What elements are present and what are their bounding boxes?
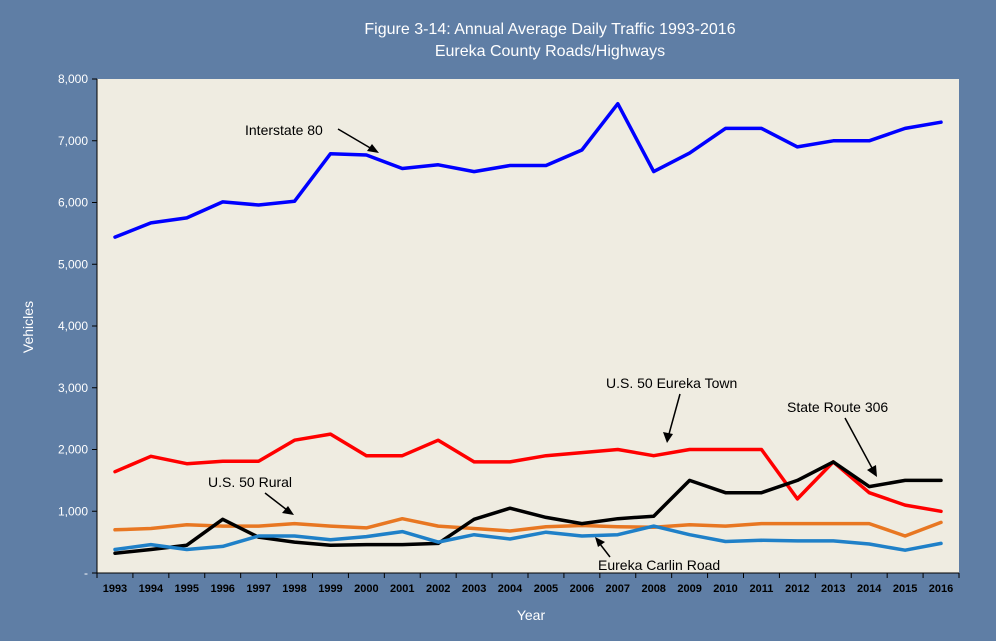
x-tick-label: 2007 xyxy=(606,583,630,595)
x-tick-label: 2001 xyxy=(390,583,414,595)
y-tick-label: 3,000 xyxy=(58,381,88,395)
x-tick-label: 2012 xyxy=(785,583,809,595)
x-tick-label: 2005 xyxy=(534,583,558,595)
x-tick-label: 2009 xyxy=(677,583,701,595)
y-tick-labels: - 1,000 2,000 3,000 4,000 5,000 6,000 7,000 8,00… xyxy=(58,72,88,580)
x-tick-label: 1993 xyxy=(103,583,127,595)
x-axis-title: Year xyxy=(517,607,546,623)
chart-title: Figure 3-14: Annual Average Daily Traffi… xyxy=(364,21,735,38)
x-tick-label: 2010 xyxy=(713,583,737,595)
x-tick-label: 2000 xyxy=(354,583,378,595)
x-tick-label: 2016 xyxy=(929,583,953,595)
x-tick-label: 2004 xyxy=(498,583,523,595)
y-axis xyxy=(92,78,98,574)
y-tick-label: 2,000 xyxy=(58,443,88,457)
y-tick-label: - xyxy=(84,566,88,580)
x-tick-label: 2011 xyxy=(750,583,774,595)
y-tick-label: 1,000 xyxy=(58,504,88,518)
annotation-eureka-carlin-road: Eureka Carlin Road xyxy=(598,557,720,573)
x-tick-label: 2013 xyxy=(821,583,845,595)
series-line-state-route-306 xyxy=(113,460,943,555)
plot-area xyxy=(97,79,959,573)
x-tick-label: 1997 xyxy=(246,583,270,595)
x-tick-labels: 1993 1994 1995 1996 1997 1998 1999 2000 2001 2002… xyxy=(103,583,954,595)
y-tick-label: 4,000 xyxy=(58,319,88,333)
y-tick-label: 8,000 xyxy=(58,72,88,86)
annotations: Interstate 80 U.S. 50 Eureka Town State … xyxy=(208,122,888,573)
x-axis xyxy=(96,572,960,578)
chart-subtitle: Eureka County Roads/Highways xyxy=(435,43,665,60)
x-tick-label: 2014 xyxy=(857,583,882,595)
annotation-state-route-306: State Route 306 xyxy=(787,399,888,415)
annotation-us50-rural: U.S. 50 Rural xyxy=(208,474,292,490)
x-tick-label: 2008 xyxy=(641,583,665,595)
x-tick-label: 1996 xyxy=(210,583,234,595)
x-tick-label: 2003 xyxy=(462,583,486,595)
x-tick-label: 1995 xyxy=(175,583,199,595)
x-tick-label: 1999 xyxy=(318,583,342,595)
x-tick-label: 2002 xyxy=(426,583,450,595)
series-line-eureka-carlin-road xyxy=(113,524,943,552)
annotation-us50-eureka-town: U.S. 50 Eureka Town xyxy=(606,375,737,391)
y-tick-label: 5,000 xyxy=(58,257,88,271)
x-tick-label: 2006 xyxy=(570,583,594,595)
series-line-u-s-50-rural xyxy=(113,516,943,538)
y-tick-label: 7,000 xyxy=(58,134,88,148)
x-tick-label: 1994 xyxy=(139,583,164,595)
series-line-interstate-80 xyxy=(113,101,943,239)
x-tick-label: 1998 xyxy=(282,583,306,595)
series-lines xyxy=(113,101,943,555)
x-tick-label: 2015 xyxy=(893,583,917,595)
series-line-u-s-50-eureka-town xyxy=(113,432,943,514)
y-axis-title: Vehicles xyxy=(20,301,36,353)
annotation-interstate-80: Interstate 80 xyxy=(245,122,323,138)
y-tick-label: 6,000 xyxy=(58,196,88,210)
